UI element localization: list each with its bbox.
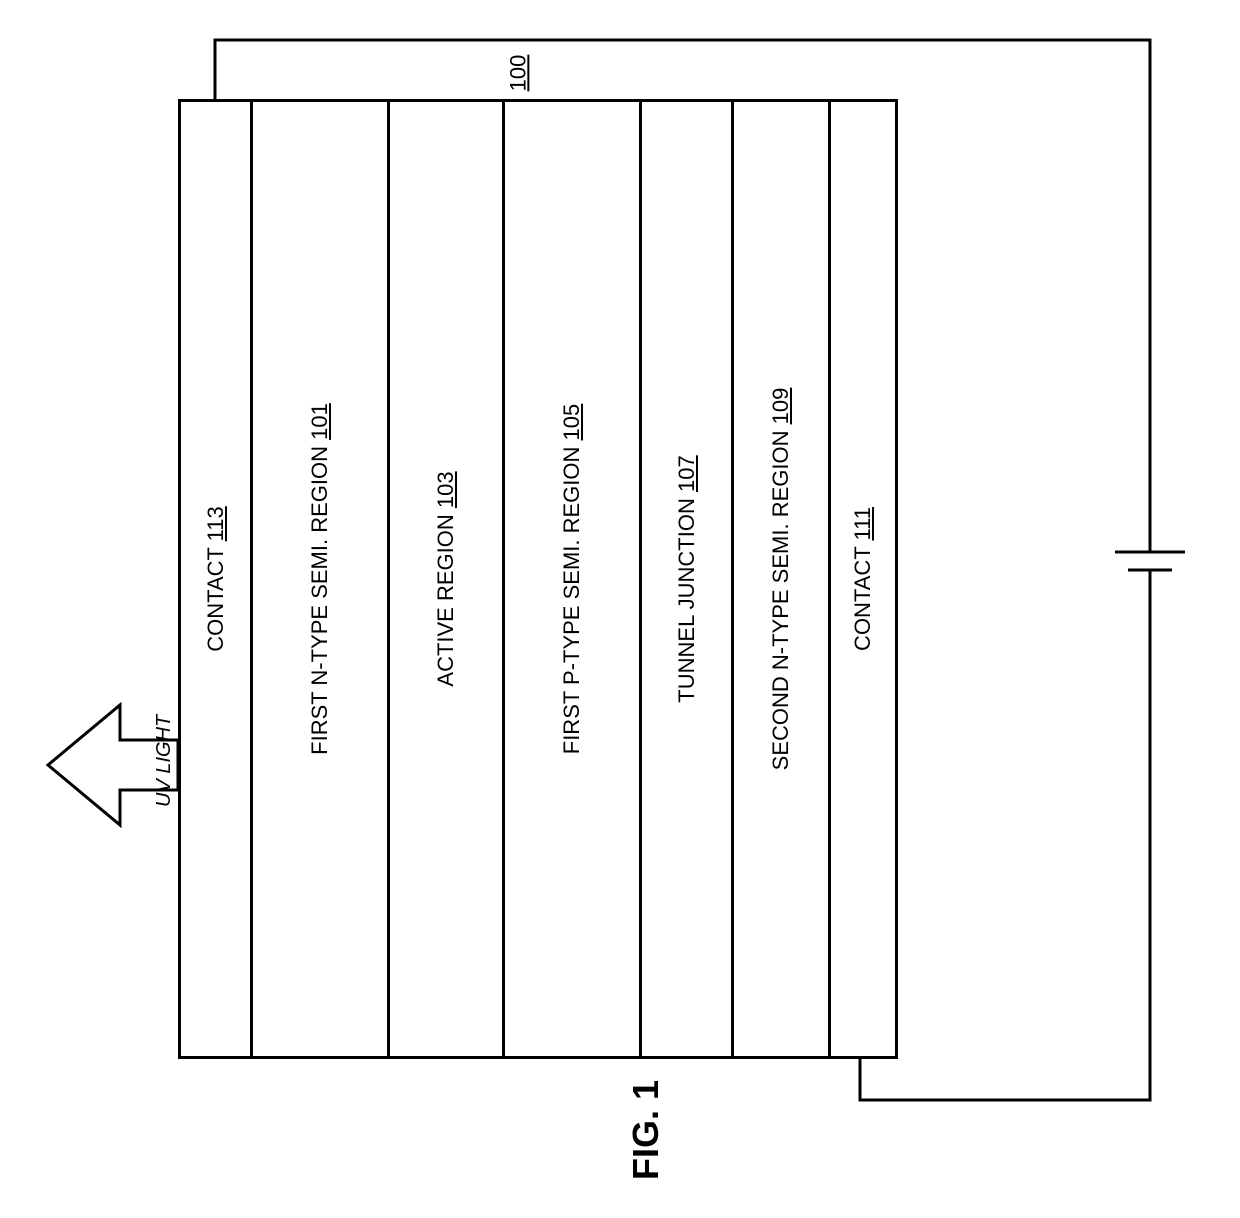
diagram-canvas: 100 CONTACT 113 FIRST N-TYPE SEMI. REGIO…	[0, 0, 1240, 1218]
uv-arrow-svg	[0, 0, 1240, 1218]
uv-light-label: UV LIGHT	[153, 715, 176, 807]
figure-label: FIG. 1	[625, 1080, 667, 1180]
